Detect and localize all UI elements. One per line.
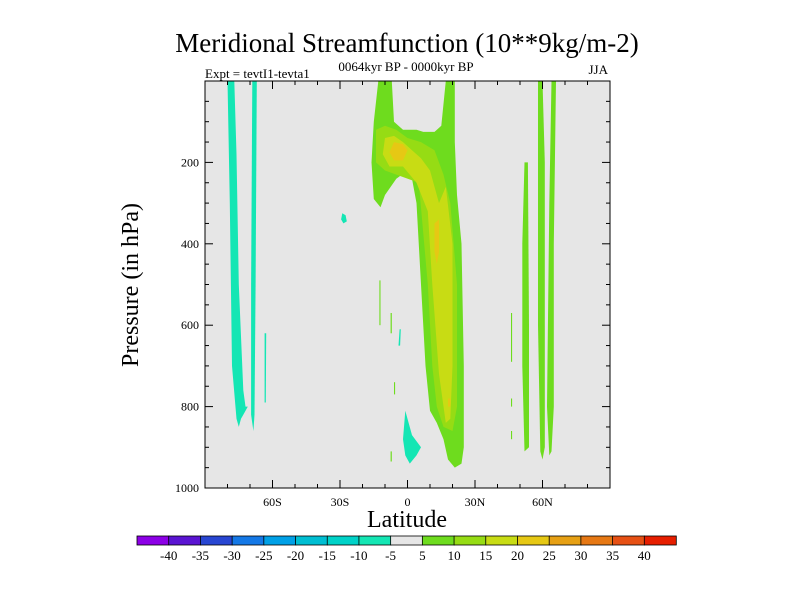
colorbar-swatch xyxy=(390,535,424,546)
colorbar-swatch xyxy=(200,535,233,546)
colorbar-label: 30 xyxy=(574,548,587,563)
contour-region-level-5-7 xyxy=(379,280,381,326)
contour-region-level--10-5 xyxy=(403,410,421,464)
contour-region-level-5-16 xyxy=(511,431,513,440)
colorbar-label: -20 xyxy=(287,548,304,563)
contour-regions xyxy=(227,81,556,468)
colorbar-swatch xyxy=(548,535,582,546)
y-tick-label: 600 xyxy=(181,318,199,332)
colorbar-label: -40 xyxy=(160,548,177,563)
colorbar-label: -5 xyxy=(385,548,396,563)
y-axis-label: Pressure (in hPa) xyxy=(118,203,144,367)
x-tick-label: 60S xyxy=(263,495,282,509)
x-tick-label: 0 xyxy=(405,495,411,509)
colorbar-label: 40 xyxy=(638,548,651,563)
colorbar-label: -30 xyxy=(223,548,240,563)
colorbar-swatch xyxy=(485,535,519,546)
contour-region-level--10-1 xyxy=(251,81,257,431)
contour-region-level-5-10 xyxy=(390,451,392,462)
contour-region-level-5-8 xyxy=(390,313,392,334)
chart-title: Meridional Streamfunction (10**9kg/m-2) xyxy=(175,28,638,58)
axis-ticks: 60S 30S 0 30N 60N 200 400 600 800 1000 xyxy=(175,81,610,509)
x-tick-label: 60N xyxy=(532,495,553,509)
colorbar-label: -35 xyxy=(192,548,209,563)
y-tick-label: 400 xyxy=(181,237,199,251)
colorbar: -40 -35 -30 -25 -20 -15 -10 -5 5 10 15 20 25 30 35 40 xyxy=(136,535,677,563)
colorbar-label: -15 xyxy=(319,548,336,563)
colorbar-label: 15 xyxy=(479,548,492,563)
y-tick-label: 800 xyxy=(181,400,199,414)
colorbar-swatch xyxy=(612,535,646,546)
colorbar-swatch xyxy=(358,535,392,546)
x-axis-label: Latitude xyxy=(367,507,447,533)
x-tick-label: 30S xyxy=(331,495,350,509)
colorbar-label: -10 xyxy=(350,548,367,563)
contour-region-level-20-22 xyxy=(448,398,451,407)
contour-region-level-5-11 xyxy=(538,81,545,460)
contour-region-level-5-13 xyxy=(522,162,529,452)
experiment-label: Expt = tevtI1-tevta1 xyxy=(205,66,310,81)
colorbar-label: 20 xyxy=(511,548,524,563)
colorbar-swatch xyxy=(263,535,297,546)
colorbar-label: 5 xyxy=(419,548,426,563)
period-label: 0064kyr BP - 0000kyr BP xyxy=(338,59,473,74)
colorbar-swatch xyxy=(295,535,328,546)
contour-region-level-5-15 xyxy=(511,398,513,407)
contour-region-level-5-9 xyxy=(394,382,396,395)
contour-region-level--10-4 xyxy=(398,329,401,346)
colorbar-swatch xyxy=(643,535,677,546)
season-label: JJA xyxy=(588,62,608,77)
colorbar-label: -25 xyxy=(255,548,272,563)
contour-region-level--10-2 xyxy=(264,333,267,403)
contour-region-level-15-19 xyxy=(382,135,453,423)
colorbar-swatch xyxy=(326,535,360,546)
y-tick-label: 1000 xyxy=(175,481,199,495)
contour-region-level-20-21 xyxy=(434,219,439,265)
contour-region-level-5-12 xyxy=(547,81,556,456)
colorbar-label: 10 xyxy=(448,548,461,563)
colorbar-swatch xyxy=(168,535,202,546)
contour-region-level-5-14 xyxy=(511,313,513,362)
contour-region-level--10-3 xyxy=(341,213,347,224)
colorbar-label: 35 xyxy=(606,548,619,563)
colorbar-swatch xyxy=(453,535,487,546)
contour-region-level--10-0 xyxy=(227,81,248,427)
colorbar-swatch xyxy=(421,535,455,546)
colorbar-swatch xyxy=(580,535,614,546)
colorbar-swatch xyxy=(517,535,550,546)
contour-region-level-20-20 xyxy=(389,142,408,161)
colorbar-label: 25 xyxy=(543,548,556,563)
colorbar-swatch xyxy=(136,535,170,546)
x-tick-label: 30N xyxy=(465,495,486,509)
y-tick-label: 200 xyxy=(181,155,199,169)
colorbar-swatch xyxy=(231,535,265,546)
